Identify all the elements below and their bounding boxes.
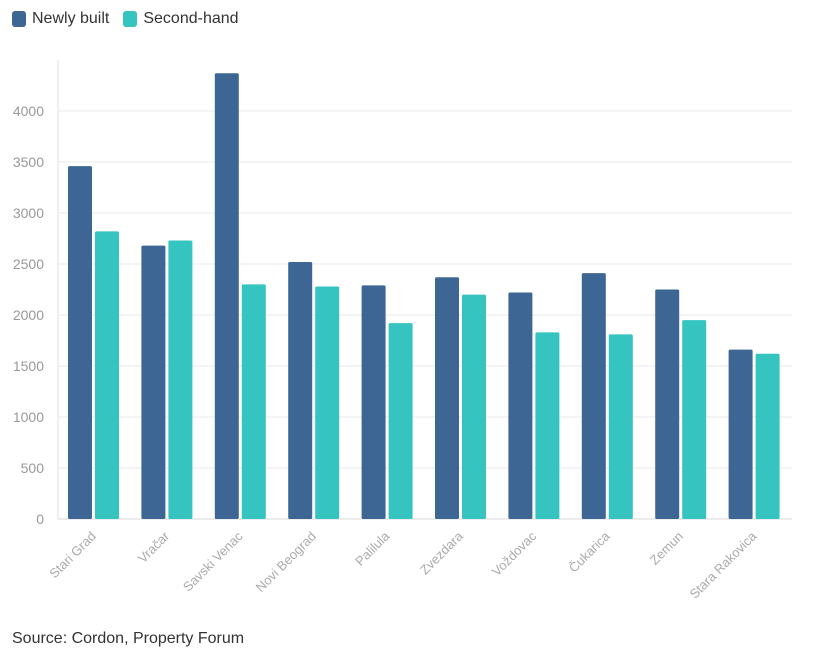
bar-second-hand[interactable] bbox=[241, 284, 266, 519]
y-tick-label: 1500 bbox=[13, 358, 44, 374]
y-tick-label: 4000 bbox=[13, 103, 44, 119]
bar-second-hand[interactable] bbox=[168, 240, 193, 520]
legend-label-second-hand: Second-hand bbox=[143, 10, 239, 27]
bar-second-hand[interactable] bbox=[462, 294, 486, 519]
legend: Newly built Second-hand bbox=[12, 10, 239, 28]
x-tick-label: Stara Rakovica bbox=[686, 528, 759, 601]
legend-swatch-newly-built bbox=[12, 11, 26, 27]
x-tick-label: Čukarica bbox=[566, 528, 613, 575]
legend-item-newly-built[interactable]: Newly built bbox=[12, 10, 109, 28]
x-tick-label: Zvezdara bbox=[417, 528, 466, 577]
bar-second-hand[interactable] bbox=[388, 323, 413, 519]
legend-swatch-second-hand bbox=[123, 11, 138, 27]
bar-second-hand[interactable] bbox=[755, 353, 780, 519]
x-tick-label: Stari Grad bbox=[46, 529, 99, 582]
y-tick-label: 0 bbox=[36, 511, 44, 527]
x-tick-label: Novi Beograd bbox=[253, 529, 319, 595]
legend-label-newly-built: Newly built bbox=[32, 10, 110, 27]
bar-second-hand[interactable] bbox=[315, 286, 340, 519]
x-tick-label: Palilula bbox=[352, 528, 393, 569]
y-tick-label: 500 bbox=[21, 460, 45, 476]
source-note: Source: Cordon, Property Forum bbox=[12, 630, 245, 647]
bar-newly-built[interactable] bbox=[435, 277, 459, 519]
bar-newly-built[interactable] bbox=[214, 73, 239, 519]
y-tick-label: 3000 bbox=[13, 205, 44, 221]
bar-newly-built[interactable] bbox=[288, 261, 313, 519]
bar-newly-built[interactable] bbox=[361, 285, 386, 519]
x-tick-label: Vračar bbox=[135, 528, 173, 566]
x-tick-label: Voždovac bbox=[489, 528, 540, 579]
legend-item-second-hand[interactable]: Second-hand bbox=[123, 10, 239, 28]
y-tick-label: 1000 bbox=[13, 409, 44, 425]
x-tick-label: Zemun bbox=[647, 529, 686, 568]
bar-newly-built[interactable] bbox=[655, 289, 680, 520]
bar-second-hand[interactable] bbox=[682, 320, 707, 519]
bar-second-hand[interactable] bbox=[608, 334, 633, 519]
x-tick-label: Savski Venac bbox=[180, 528, 246, 594]
bar-newly-built[interactable] bbox=[728, 349, 753, 519]
bar-second-hand[interactable] bbox=[95, 231, 119, 520]
bar-newly-built[interactable] bbox=[68, 166, 92, 519]
y-tick-label: 3500 bbox=[13, 154, 44, 170]
bar-newly-built[interactable] bbox=[508, 292, 533, 519]
y-tick-label: 2500 bbox=[13, 256, 44, 272]
bar-second-hand[interactable] bbox=[535, 332, 560, 519]
y-tick-label: 2000 bbox=[13, 307, 44, 323]
bar-newly-built[interactable] bbox=[581, 273, 606, 519]
bar-newly-built[interactable] bbox=[141, 245, 166, 519]
